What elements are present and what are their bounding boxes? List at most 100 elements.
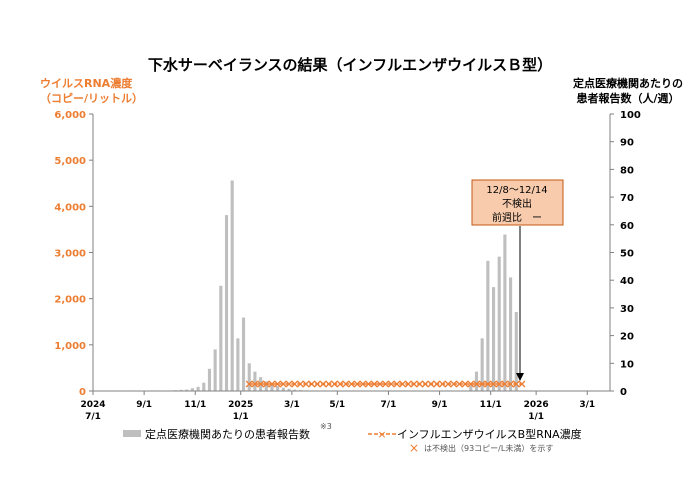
left-tick-label: 6,000	[54, 110, 86, 121]
line-point-stroke	[501, 380, 509, 388]
bar	[509, 277, 513, 391]
line-point-stroke	[484, 380, 492, 388]
callout-line-2: 不検出	[502, 197, 532, 210]
line-point-stroke	[245, 380, 253, 388]
line-point	[387, 380, 395, 388]
callout-arrowhead	[516, 373, 524, 381]
line-point-stroke	[433, 380, 441, 388]
right-tick-label: 100	[620, 110, 641, 121]
bar-series	[128, 180, 518, 392]
line-point-stroke	[507, 380, 515, 388]
right-tick-label: 80	[620, 165, 634, 176]
bar	[480, 338, 484, 391]
line-point-stroke	[348, 380, 355, 388]
line-point	[450, 380, 458, 388]
line-point	[393, 380, 401, 388]
line-point-stroke	[365, 380, 373, 388]
line-point	[262, 380, 270, 388]
line-point	[268, 380, 276, 388]
annotation-callout: 12/8～12/14 不検出 前週比 ー	[471, 179, 564, 381]
left-tick-label: 4,000	[54, 202, 86, 213]
line-point	[501, 380, 509, 388]
line-point-stroke	[319, 380, 327, 388]
line-point	[421, 380, 429, 388]
line-point	[302, 380, 310, 388]
line-point-stroke	[490, 380, 497, 388]
right-tick-label: 60	[620, 221, 634, 232]
line-point	[518, 380, 526, 388]
line-point	[461, 380, 469, 388]
line-point-stroke	[262, 380, 270, 388]
bar	[230, 180, 234, 391]
legend-line-marker: ×	[377, 428, 386, 441]
bar	[224, 215, 229, 391]
line-point	[342, 380, 350, 388]
line-point-stroke	[370, 380, 378, 388]
line-point-stroke	[495, 380, 503, 388]
bar	[196, 386, 200, 391]
bar	[287, 388, 291, 391]
line-point-stroke	[274, 380, 282, 388]
x-tick-sublabel: 1/1	[528, 412, 544, 422]
line-point-stroke	[251, 380, 259, 388]
line-point	[308, 380, 316, 388]
line-point	[416, 380, 424, 388]
line-point-stroke	[291, 380, 299, 388]
left-tick-label: 1,000	[54, 341, 86, 352]
line-point	[279, 380, 287, 388]
line-point	[365, 380, 373, 388]
line-point-stroke	[268, 380, 276, 388]
left-axis-title-line1: ウイルスRNA濃度	[40, 76, 133, 90]
line-point	[507, 380, 515, 388]
line-point	[336, 380, 344, 388]
x-tick-label: 2026	[524, 400, 549, 410]
line-point	[467, 380, 475, 388]
bar	[281, 387, 285, 391]
line-point-stroke	[342, 380, 350, 388]
bar	[270, 384, 274, 391]
legend-bar-label: 定点医療機関あたりの患者報告数	[145, 427, 310, 441]
callout-line-3: 前週比 ー	[492, 211, 542, 224]
line-point	[274, 380, 282, 388]
line-point-stroke	[387, 380, 395, 388]
line-point	[251, 380, 259, 388]
line-point-stroke	[359, 380, 367, 388]
legend-note-marker: ×	[409, 441, 419, 455]
line-point	[478, 380, 486, 388]
line-point-stroke	[285, 380, 293, 388]
line-point	[473, 380, 480, 388]
bar	[474, 371, 479, 391]
right-tick-label: 40	[620, 276, 634, 287]
line-point-stroke	[518, 380, 526, 388]
x-tick-label: 2025	[228, 400, 253, 410]
x-tick-label: 5/1	[329, 400, 345, 410]
legend-note-text: は不検出（93コピー/L未満）を示す	[424, 443, 553, 453]
right-axis-title-line1: 定点医療機関あたりの	[573, 76, 683, 90]
x-tick-sublabel: 7/1	[85, 412, 101, 422]
line-point-stroke	[461, 380, 469, 388]
line-point-stroke	[450, 380, 458, 388]
line-point	[512, 380, 520, 388]
line-point	[433, 380, 441, 388]
chart-title: 下水サーベイランスの結果（インフルエンザウイルスＢ型）	[148, 56, 552, 74]
x-tick-label: 3/1	[579, 400, 595, 410]
bar	[276, 386, 280, 391]
line-point	[285, 380, 293, 388]
line-point-stroke	[416, 380, 424, 388]
line-point	[257, 380, 265, 388]
bar	[190, 388, 194, 391]
line-point	[319, 380, 327, 388]
right-tick-label: 70	[620, 193, 634, 204]
line-point-stroke	[325, 380, 333, 388]
line-point-stroke	[438, 380, 446, 388]
legend: 定点医療機関あたりの患者報告数 ※3 × インフルエンザウイルスB型RNA濃度 …	[123, 422, 582, 455]
line-point	[410, 380, 418, 388]
bar	[236, 338, 240, 391]
right-axis-title-line2: 患者報告数（人/週）	[576, 91, 679, 105]
left-tick-label: 3,000	[54, 249, 86, 260]
right-tick-label: 10	[620, 359, 634, 370]
bar	[241, 317, 246, 391]
line-point	[348, 380, 355, 388]
bar	[202, 382, 206, 391]
bar	[486, 260, 490, 391]
